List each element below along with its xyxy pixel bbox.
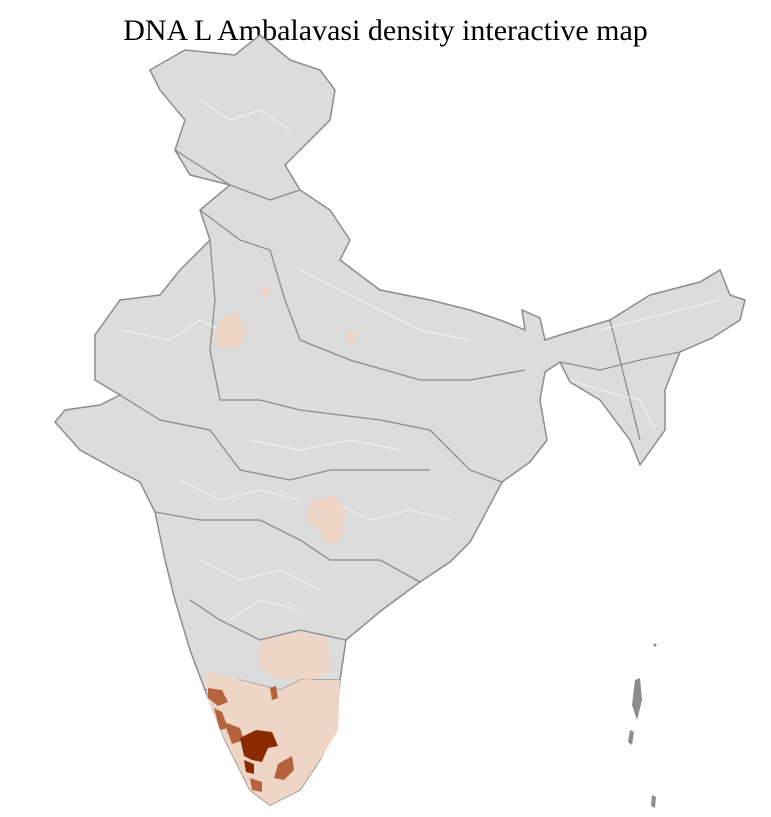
region-low-chhattisgarh [306, 495, 345, 545]
region-high-2 [244, 760, 254, 774]
district-borders [119, 99, 721, 621]
region-low-up [346, 330, 356, 346]
region-low-karnataka-east [258, 632, 330, 680]
region-low-rajasthan [214, 312, 246, 348]
map-title: DNA L Ambalavasi density interactive map [123, 14, 648, 47]
region-medium-6 [250, 778, 262, 792]
region-low-delhi [262, 286, 270, 296]
region-medium-3 [214, 708, 228, 730]
region-medium-2 [270, 686, 278, 700]
density-regions[interactable] [205, 286, 356, 805]
andaman-islands [628, 643, 657, 808]
india-outline[interactable] [54, 34, 746, 806]
region-medium-1 [208, 688, 228, 706]
region-medium-5 [274, 756, 294, 780]
region-medium-4 [224, 722, 244, 744]
region-high-1 [240, 730, 278, 762]
